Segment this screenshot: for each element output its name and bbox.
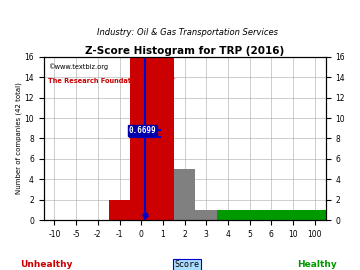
Bar: [282, 210, 304, 220]
Text: Score: Score: [175, 260, 200, 269]
Bar: [304, 210, 326, 220]
Bar: [174, 169, 195, 220]
Title: Z-Score Histogram for TRP (2016): Z-Score Histogram for TRP (2016): [85, 46, 284, 56]
Y-axis label: Number of companies (42 total): Number of companies (42 total): [15, 83, 22, 194]
Text: ©www.textbiz.org: ©www.textbiz.org: [48, 63, 108, 70]
Text: 0.6699: 0.6699: [129, 126, 156, 135]
Text: Healthy: Healthy: [297, 260, 337, 269]
Text: Unhealthy: Unhealthy: [21, 260, 73, 269]
Bar: [217, 210, 239, 220]
Bar: [195, 210, 217, 220]
Bar: [261, 210, 282, 220]
Bar: [152, 57, 174, 220]
Bar: [239, 210, 261, 220]
Bar: [130, 57, 152, 220]
Bar: [109, 200, 130, 220]
Text: Industry: Oil & Gas Transportation Services: Industry: Oil & Gas Transportation Servi…: [97, 28, 278, 37]
Text: The Research Foundation of SUNY: The Research Foundation of SUNY: [48, 78, 175, 84]
